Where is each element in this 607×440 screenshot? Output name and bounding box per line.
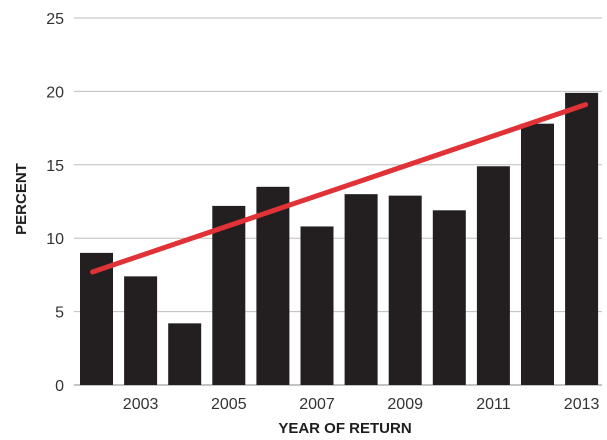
y-tick-label: 15 — [46, 158, 64, 175]
x-tick-label: 2005 — [211, 396, 247, 413]
x-tick-labels: 2003 2005 2007 2009 2011 2013 — [123, 396, 600, 413]
bar-2005 — [212, 205, 246, 385]
x-tick-label: 2007 — [299, 396, 335, 413]
x-tick-label: 2013 — [564, 396, 600, 413]
x-axis-title: YEAR OF RETURN — [278, 420, 411, 437]
bar-2011 — [476, 166, 510, 385]
bar-2004 — [168, 323, 202, 385]
bar-2009 — [388, 195, 422, 385]
y-axis-title: PERCENT — [13, 163, 30, 235]
bar-2002 — [80, 252, 113, 385]
trend-line-group — [90, 102, 589, 275]
bar-2012 — [521, 123, 554, 386]
bar-2007 — [300, 226, 334, 385]
y-tick-label: 20 — [46, 84, 64, 101]
bar-2013 — [565, 92, 599, 386]
gridlines — [74, 17, 602, 386]
y-tick-label: 5 — [55, 305, 64, 322]
x-tick-label: 2003 — [123, 396, 159, 413]
y-tick-label: 0 — [55, 378, 64, 395]
y-tick-label: 10 — [46, 231, 64, 248]
x-tick-label: 2009 — [387, 396, 423, 413]
y-tick-labels: 0 5 10 15 20 25 — [46, 11, 64, 395]
bar-2003 — [124, 276, 158, 385]
bars — [80, 92, 599, 386]
y-tick-label: 25 — [46, 11, 64, 28]
bar-2008 — [344, 194, 378, 385]
bar-2010 — [432, 210, 466, 385]
trend-line — [90, 102, 589, 275]
bar-2006 — [256, 186, 290, 385]
x-tick-label: 2011 — [476, 396, 511, 413]
